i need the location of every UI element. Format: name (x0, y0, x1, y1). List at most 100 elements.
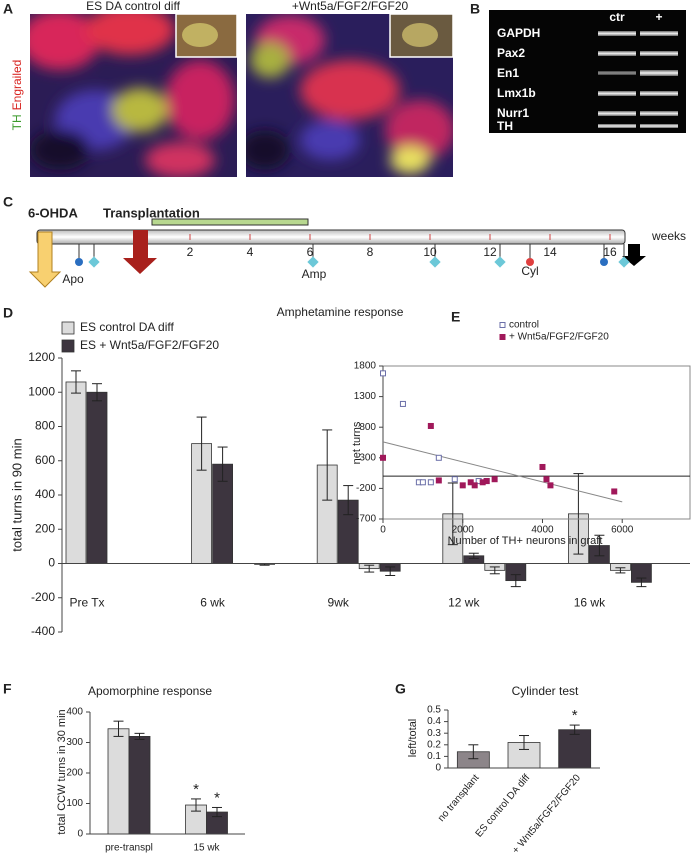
stain-green: TH (10, 114, 24, 130)
legend-marker (499, 334, 506, 340)
y-tick-label: 0.1 (427, 751, 441, 762)
panel-letter: F (3, 681, 12, 697)
y-tick-label: 0 (48, 556, 55, 570)
gel-band (640, 31, 678, 36)
test-marker (307, 256, 319, 268)
gel-band (598, 71, 636, 75)
gel-row-label: Nurr1 (497, 106, 529, 120)
test-marker (600, 258, 608, 266)
y-tick-label: 0.2 (427, 739, 441, 750)
test-label: Apo (62, 272, 84, 286)
timeline: 6-OHDA Transplantation Apo Amp Cyl weeks… (28, 205, 686, 288)
timeline-tick-label: 12 (483, 245, 497, 259)
gel-band (598, 51, 636, 56)
error-bar (519, 735, 529, 750)
y-tick-label: 300 (66, 737, 83, 748)
lesion-label: 6-OHDA (28, 205, 78, 220)
legend-label: ES + Wnt5a/FGF2/FGF20 (80, 338, 219, 352)
timeline-tick-label: 4 (247, 245, 254, 259)
point (435, 477, 442, 484)
error-bar (134, 732, 145, 740)
point (399, 400, 406, 407)
x-tick-label: pre-transpl (105, 843, 153, 853)
point (539, 463, 546, 470)
x-tick-label: no transplant (436, 772, 482, 824)
gel-band (640, 124, 678, 128)
error-bar (594, 534, 605, 557)
gel-band (640, 111, 678, 116)
stain-label: TH Engrailed (10, 60, 24, 131)
y-tick-label: 800 (35, 419, 55, 433)
gel-row-label: En1 (497, 66, 519, 80)
trend-line (382, 441, 623, 503)
test-marker (429, 256, 441, 268)
point (427, 422, 434, 429)
point (435, 454, 442, 461)
error-bar (468, 744, 479, 760)
y-tick-label: 400 (35, 487, 55, 501)
y-tick-label: 400 (66, 707, 83, 718)
y-tick-label: -200 (31, 590, 55, 604)
x-tick-label: 15 wk (193, 843, 220, 853)
bar (86, 391, 108, 564)
image-label: ES DA control diff (86, 0, 180, 13)
chart-title: Apomorphine response (88, 684, 212, 698)
point (459, 482, 466, 489)
x-tick-label: Pre Tx (69, 596, 104, 610)
legend-swatch (61, 321, 75, 335)
y-tick-label: 300 (359, 452, 376, 463)
point (467, 479, 474, 486)
error-bar (113, 720, 124, 737)
y-tick-label: -200 (356, 483, 376, 494)
legend-label: control (509, 320, 539, 331)
point (483, 478, 490, 485)
error-bar (636, 577, 647, 588)
y-tick-label: 0.4 (427, 716, 441, 727)
error-bar (468, 552, 479, 559)
gel-column: ctr (609, 10, 625, 24)
point (451, 476, 458, 483)
x-tick-label: ES control DA diff (474, 772, 533, 839)
error-bar (212, 806, 222, 818)
panel-letter: A (3, 1, 13, 17)
point (611, 488, 618, 495)
point (547, 482, 554, 489)
gel-row-label: TH (497, 119, 513, 133)
y-axis-label: total CCW turns in 30 min (56, 709, 68, 834)
error-bar (322, 429, 333, 501)
y-axis-label: left/total (407, 719, 419, 758)
test-marker (618, 256, 630, 268)
test-label: Amp (302, 267, 327, 281)
error-bar (447, 482, 458, 546)
y-tick-label: 200 (66, 768, 83, 779)
error-bar (573, 473, 584, 555)
x-tick-label: 2000 (452, 525, 475, 536)
panel-letter: G (395, 681, 406, 697)
micrograph (246, 14, 453, 177)
y-tick-label: -400 (31, 624, 55, 638)
bar (128, 736, 151, 835)
timeline-bar (36, 229, 626, 245)
x-tick-label: 6000 (611, 525, 634, 536)
bar (107, 728, 130, 835)
lesion-arrow (28, 231, 62, 288)
panel-letter: E (451, 309, 460, 325)
significance-mark: * (214, 789, 220, 806)
x-axis-label: Number of TH+ neurons in graft (448, 535, 603, 547)
y-axis-label: total turns in 90 min (9, 438, 24, 551)
x-tick-label: 12 wk (448, 596, 480, 610)
panel-letter: B (470, 1, 480, 17)
test-label: Cyl (521, 264, 538, 278)
error-bar (489, 566, 500, 575)
test-marker (75, 258, 83, 266)
panel-letter: D (3, 305, 13, 321)
point (419, 479, 426, 486)
x-tick-label: 0 (380, 525, 386, 536)
error-bar (364, 564, 375, 573)
y-tick-label: 1300 (354, 391, 377, 402)
legend-label: ES control DA diff (80, 320, 174, 334)
y-tick-label: 0 (77, 829, 83, 840)
legend-marker (499, 322, 506, 328)
gel-band (598, 124, 636, 128)
